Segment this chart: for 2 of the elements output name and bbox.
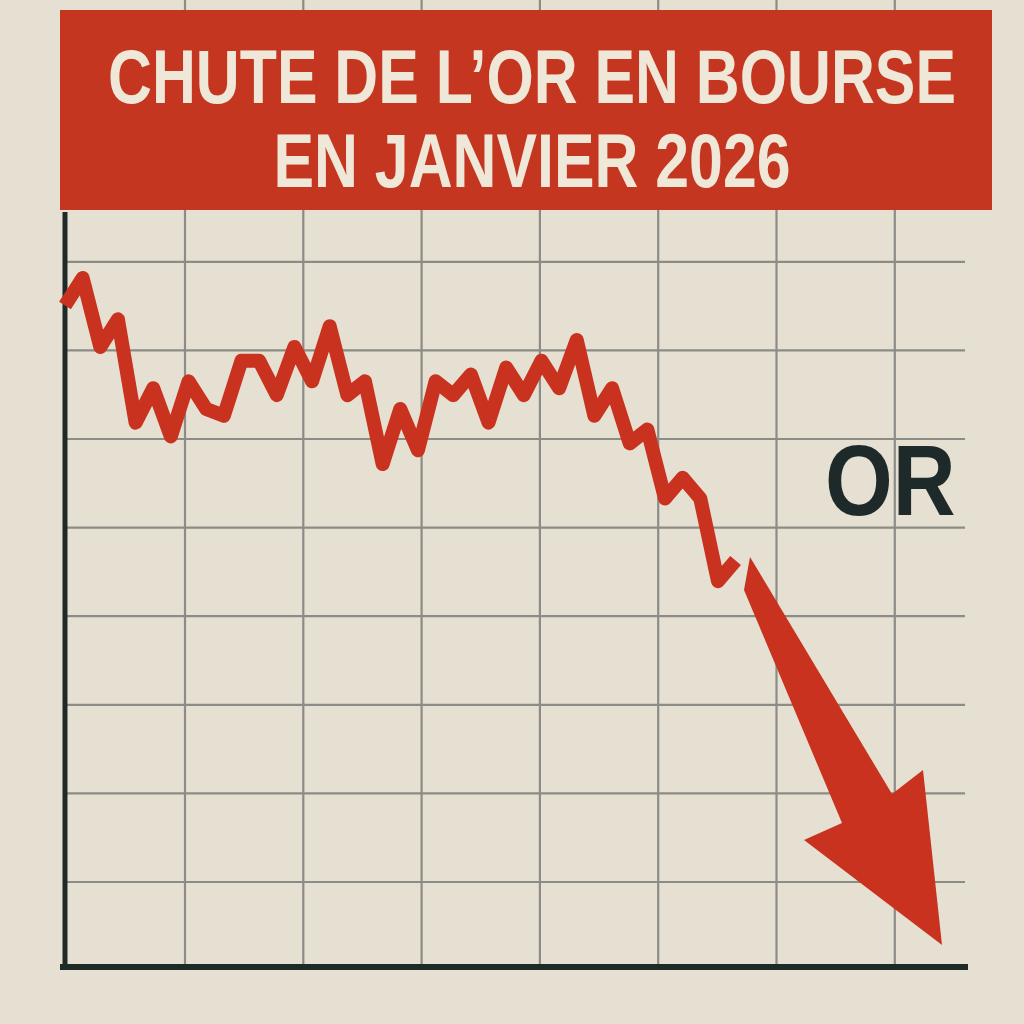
series-label: OR	[825, 424, 956, 536]
chart-title: CHUTE DE L’OR EN BOURSE EN JANVIER 2026	[107, 34, 957, 203]
